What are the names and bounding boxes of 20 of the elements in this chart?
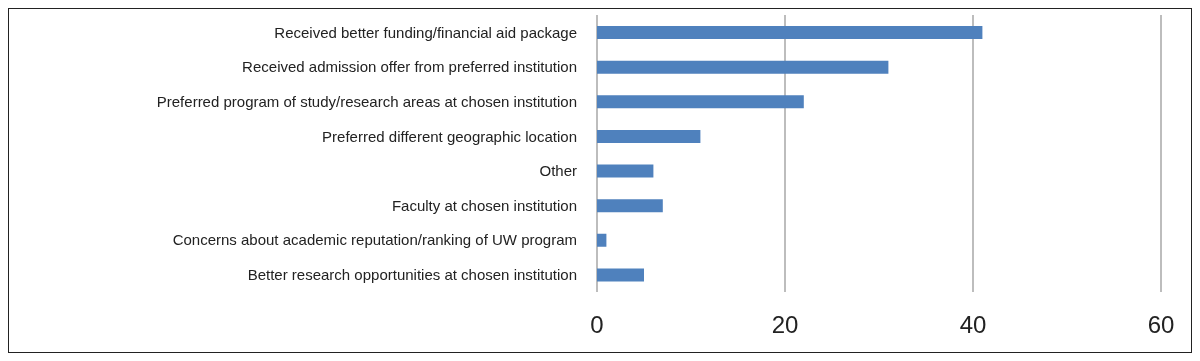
- bar: [597, 164, 654, 178]
- bar: [597, 233, 607, 247]
- y-tick-label: Faculty at chosen institution: [391, 196, 577, 214]
- y-tick-label: Preferred program of study/research areas at chosen institution: [156, 92, 577, 110]
- y-tick-label: Concerns about academic reputation/ranking of UW program: [172, 231, 577, 249]
- x-tick-label: 20: [771, 311, 799, 339]
- bar: [597, 129, 701, 143]
- x-tick-label: 0: [590, 311, 604, 339]
- x-tick-label: 40: [959, 311, 987, 339]
- bar: [597, 60, 889, 74]
- x-tick-label: 60: [1147, 311, 1175, 339]
- bar: [597, 199, 663, 213]
- y-tick-label: Received better funding/financial aid package: [274, 23, 577, 41]
- y-tick-label: Received admission offer from preferred institution: [242, 58, 577, 76]
- y-tick-label: Preferred different geographic location: [322, 127, 577, 145]
- y-tick-label: Other: [539, 162, 577, 180]
- y-tick-label: Better research opportunities at chosen institution: [247, 266, 577, 284]
- bar: [597, 95, 804, 109]
- bar: [597, 26, 983, 39]
- bar: [597, 268, 644, 282]
